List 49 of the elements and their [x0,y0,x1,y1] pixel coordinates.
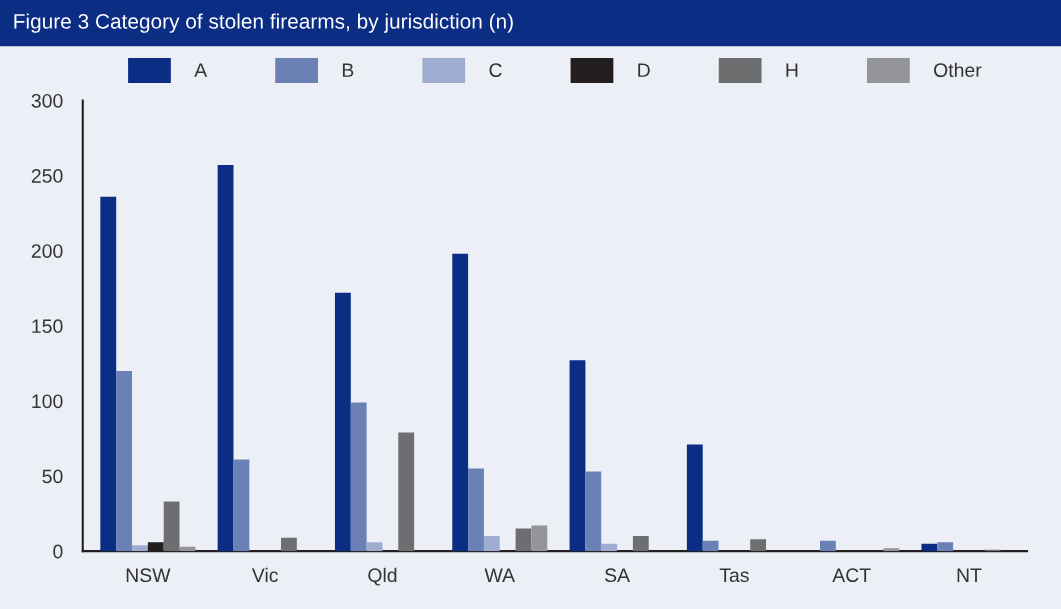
y-tick-label: 50 [42,469,63,484]
bar [163,501,180,552]
x-tick-label: WA [484,568,516,582]
bar [398,432,415,552]
bar [515,528,532,552]
bar [750,539,767,552]
y-tick-label: 100 [32,394,63,409]
bar [820,540,836,552]
bar [116,370,133,552]
bar [334,292,351,552]
bar [132,545,148,552]
legend-label: B [342,63,354,77]
legend-label: D [638,63,650,77]
bar [601,543,618,552]
bar [350,402,367,552]
x-tick-label: Tas [719,568,749,583]
x-tick-label: ACT [832,568,871,583]
bar [569,360,586,552]
x-tick-label: Qld [368,567,397,586]
y-tick-label: 150 [32,319,63,334]
y-tick-label: 300 [31,93,63,108]
legend-label: C [489,63,502,78]
x-tick-label: NSW [126,568,171,583]
y-tick-label: 0 [53,544,63,559]
y-tick-label: 200 [31,244,63,258]
bar [468,468,484,552]
bar [632,536,649,552]
bar [686,444,703,552]
x-tick-label: Vic [251,567,278,583]
y-tick-label: 250 [31,169,63,183]
x-tick-label: SA [604,568,630,583]
legend-label: H [786,63,798,77]
bar [452,253,469,552]
bar [883,548,900,552]
x-tick-label: NT [957,568,982,582]
bar [921,543,938,552]
bar [217,165,234,552]
bar [483,536,500,552]
bar [937,542,954,552]
bar [585,471,602,552]
bar [702,540,719,552]
chart-title: Figure 3 Category of stolen firearms, by jurisdiction (n) [14,13,513,33]
bar [100,196,117,552]
bar [281,537,297,552]
bar [366,542,383,552]
legend-label: A [194,63,208,77]
legend-label: Other [934,62,982,78]
bar [531,525,548,552]
bar [233,459,250,552]
